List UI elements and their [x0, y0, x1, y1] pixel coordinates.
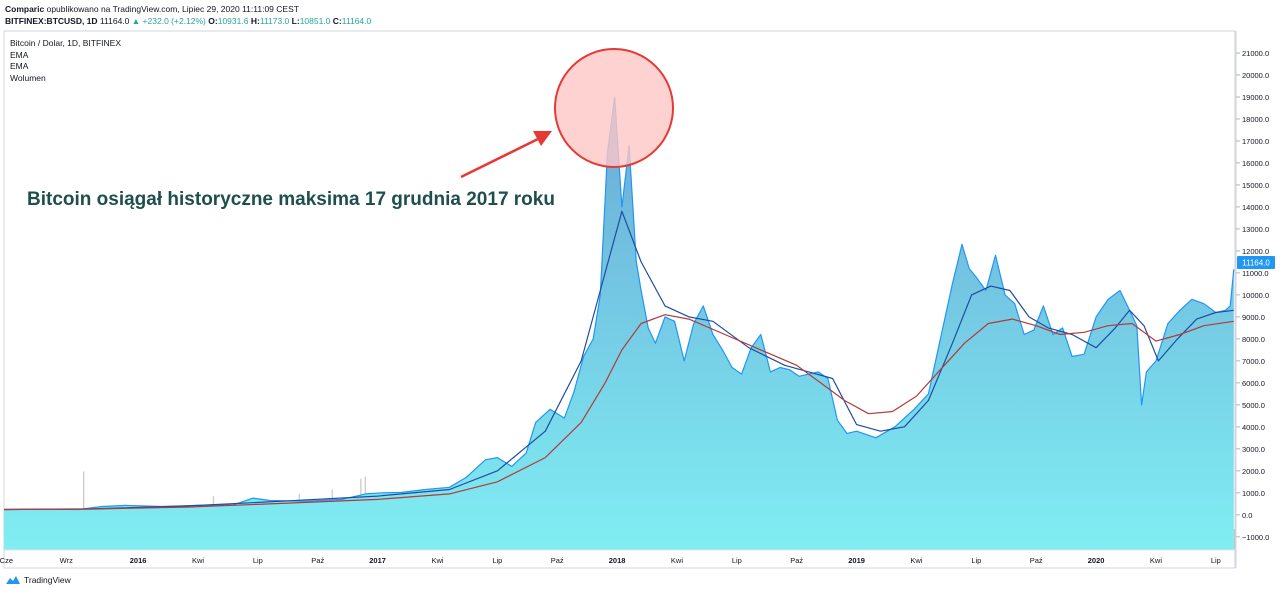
y-tick-label: 12000.0: [1242, 247, 1269, 256]
y-tick-label: 20000.0: [1242, 71, 1269, 80]
annotation-text: Bitcoin osiągał historyczne maksima 17 g…: [27, 189, 555, 210]
price-change: ▲ +232.0 (+2.12%): [131, 16, 206, 26]
open-label: O:: [208, 16, 218, 26]
last-price: 11164.0: [99, 16, 130, 26]
time-axis[interactable]: Cze Wrz 2016 Kwi Lip Paź 2017 Kwi Lip Paź 2018 Kwi L…: [0, 556, 1221, 565]
y-tick-label: 21000.0: [1242, 49, 1269, 58]
volume-bar: [1233, 529, 1235, 550]
chart-legend: Bitcoin / Dolar, 1D, BITFINEX EMA EMA Wo…: [10, 38, 121, 84]
arrow-shaft: [460, 136, 541, 179]
arrow-head: [533, 131, 552, 146]
ohlc-line: BITFINEX:BTCUSD, 1D 11164.0 ▲ +232.0 (+2…: [5, 15, 371, 27]
published-text: opublikowano na TradingView.com, Lipiec …: [46, 4, 299, 14]
y-tick-label: 19000.0: [1242, 93, 1269, 102]
x-tick-label: Kwi: [192, 556, 204, 565]
peak-highlight-circle: [554, 48, 674, 168]
price-area: [4, 97, 1234, 550]
x-tick-label: 2016: [130, 556, 147, 565]
ema-slow-line: [3, 314, 1234, 511]
y-tick-label: 14000.0: [1242, 203, 1269, 212]
x-tick-label: Lip: [1211, 556, 1221, 565]
close-label: C:: [332, 16, 342, 26]
x-tick-label: Paź: [551, 556, 564, 565]
tradingview-footer[interactable]: TradingView: [5, 575, 71, 585]
y-tick-label: 4000.0: [1242, 423, 1265, 432]
y-tick-label: −1000.0: [1242, 533, 1269, 542]
publication-line: Comparic opublikowano na TradingView.com…: [5, 3, 371, 15]
x-tick-label: Kwi: [431, 556, 443, 565]
y-tick-label: 5000.0: [1242, 401, 1265, 410]
y-tick-label: 3000.0: [1242, 445, 1265, 454]
high-value: 11173.0: [259, 16, 290, 26]
author-name[interactable]: Comparic: [5, 4, 45, 14]
y-tick-label: 11000.0: [1242, 269, 1269, 278]
price-line: [3, 96, 1235, 511]
price-badge: 11164.0: [1237, 256, 1275, 269]
x-tick-label: 2017: [369, 556, 386, 565]
annotation-arrow: [460, 131, 552, 179]
y-tick-label: 18000.0: [1242, 115, 1269, 124]
y-tick-label: 17000.0: [1242, 137, 1269, 146]
close-value: 11164.0: [341, 16, 372, 26]
x-tick-label: Lip: [253, 556, 263, 565]
y-tick-label: 0.0: [1242, 511, 1252, 520]
legend-ema-1[interactable]: EMA: [10, 49, 29, 60]
series-lines: [3, 96, 1235, 511]
legend-ema-2[interactable]: EMA: [10, 61, 29, 71]
publication-header: Comparic opublikowano na TradingView.com…: [5, 3, 371, 27]
price-badge-text: 11164.0: [1242, 259, 1270, 268]
low-label: L:: [291, 16, 300, 26]
open-value: 10931.6: [217, 16, 249, 26]
x-tick-label: Paź: [311, 556, 324, 565]
x-tick-label: Paź: [790, 556, 803, 565]
price-badge-bg: [1237, 256, 1275, 269]
ema-fast-line: [3, 210, 1234, 511]
x-tick-label: Wrz: [60, 556, 73, 565]
x-tick-label: 2019: [848, 556, 865, 565]
x-tick-label: Lip: [971, 556, 981, 565]
y-tick-label: 2000.0: [1242, 467, 1265, 476]
x-tick-label: Paź: [1030, 556, 1043, 565]
legend-volume[interactable]: Wolumen: [10, 72, 46, 83]
y-tick-label: 8000.0: [1242, 335, 1265, 344]
x-tick-label: Kwi: [1150, 556, 1162, 565]
low-value: 10851.0: [299, 16, 331, 26]
y-tick-label: 1000.0: [1242, 489, 1265, 498]
x-tick-label: Cze: [0, 556, 13, 565]
x-tick-label: 2018: [609, 556, 626, 565]
x-tick-label: 2020: [1088, 556, 1105, 565]
y-tick-label: 7000.0: [1242, 357, 1265, 366]
x-tick-label: Lip: [732, 556, 742, 565]
x-tick-label: Kwi: [910, 556, 922, 565]
y-tick-label: 9000.0: [1242, 313, 1265, 322]
tradingview-logo-icon: [6, 576, 20, 584]
y-tick-label: 6000.0: [1242, 379, 1265, 388]
y-tick-label: 15000.0: [1242, 181, 1269, 190]
x-tick-label: Lip: [492, 556, 502, 565]
legend-title: Bitcoin / Dolar, 1D, BITFINEX: [10, 38, 122, 48]
symbol-label: BITFINEX:BTCUSD, 1D: [5, 16, 98, 26]
high-label: H:: [250, 16, 260, 26]
plot-frame: [3, 30, 1236, 569]
y-tick-label: 16000.0: [1242, 159, 1269, 168]
y-tick-label: 13000.0: [1242, 225, 1269, 234]
x-tick-label: Kwi: [671, 556, 683, 565]
y-tick-label: 10000.0: [1242, 291, 1269, 300]
price-axis[interactable]: 21000.0 20000.0 19000.0 18000.0 17000.0 16000…: [1236, 49, 1269, 542]
tradingview-brand: TradingView: [24, 575, 71, 585]
